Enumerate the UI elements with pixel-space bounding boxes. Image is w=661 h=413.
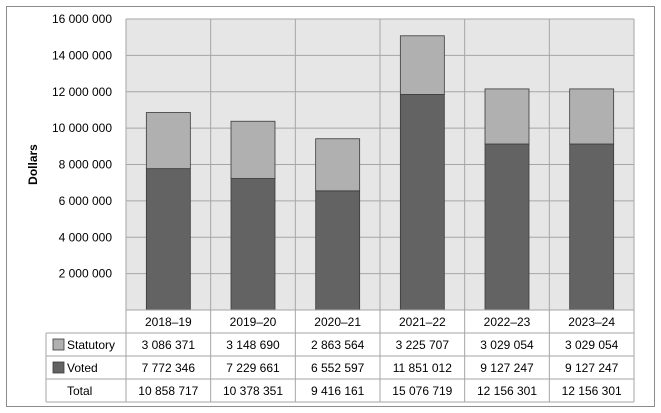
y-tick-label: 10 000 000: [52, 121, 112, 135]
bar-statutory-5: [484, 88, 530, 145]
x-tick-label: 2020–21: [314, 315, 361, 329]
y-tick-label: 6 000 000: [59, 194, 113, 208]
bar-voted-6: [569, 143, 615, 311]
y-tick-label: 4 000 000: [59, 230, 113, 244]
data-label-voted: 7 772 346: [142, 361, 196, 375]
data-label-statutory: 3 086 371: [142, 338, 196, 352]
data-label-total: 9 416 161: [311, 384, 365, 398]
data-label-total: 12 156 301: [562, 384, 622, 398]
data-label-voted: 9 127 247: [480, 361, 534, 375]
y-tick-label: 8 000 000: [59, 158, 113, 172]
bar-statutory-6: [569, 88, 615, 145]
x-tick-label: 2021–22: [399, 315, 446, 329]
data-label-statutory: 2 863 564: [311, 338, 365, 352]
x-tick-label: 2018–19: [145, 315, 192, 329]
y-axis-label: Dollars: [26, 144, 40, 185]
data-label-total: 12 156 301: [477, 384, 537, 398]
data-label-statutory: 3 148 690: [226, 338, 280, 352]
bar-voted-3: [315, 190, 361, 311]
data-label-total: 10 378 351: [223, 384, 283, 398]
bar-voted-2: [230, 178, 276, 311]
bar-statutory-4: [399, 35, 445, 95]
bar-statutory-1: [145, 112, 191, 170]
bar-statutory-3: [315, 138, 361, 192]
bar-voted-1: [145, 168, 191, 311]
data-label-statutory: 3 029 054: [565, 338, 619, 352]
legend-label-voted: Voted: [67, 361, 98, 375]
x-tick-label: 2023–24: [568, 315, 615, 329]
y-tick-label: 12 000 000: [52, 85, 112, 99]
legend-label-statutory: Statutory: [67, 338, 115, 352]
bar-voted-4: [399, 94, 445, 311]
y-tick-label: 16 000 000: [52, 12, 112, 26]
y-tick-label: 14 000 000: [52, 48, 112, 62]
table-row-label-total: Total: [67, 384, 92, 398]
data-label-statutory: 3 225 707: [396, 338, 450, 352]
y-tick-label: 2 000 000: [59, 267, 113, 281]
data-label-total: 10 858 717: [138, 384, 198, 398]
bar-statutory-2: [230, 120, 276, 179]
data-label-voted: 9 127 247: [565, 361, 619, 375]
data-label-voted: 6 552 597: [311, 361, 365, 375]
data-label-voted: 11 851 012: [393, 361, 452, 375]
data-label-statutory: 3 029 054: [480, 338, 534, 352]
legend-swatch-voted: [52, 361, 65, 374]
data-label-voted: 7 229 661: [226, 361, 280, 375]
data-label-total: 15 076 719: [392, 384, 452, 398]
legend-swatch-statutory: [52, 338, 65, 351]
bar-voted-5: [484, 143, 530, 311]
x-tick-label: 2019–20: [230, 315, 277, 329]
x-tick-label: 2022–23: [484, 315, 531, 329]
